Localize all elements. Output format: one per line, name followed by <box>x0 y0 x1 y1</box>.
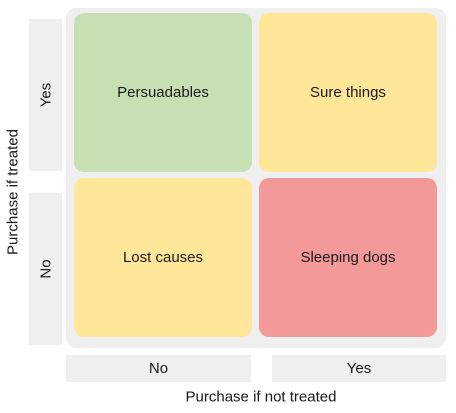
x-axis-tick-label: No <box>148 360 169 377</box>
y-axis-tick-label: No <box>37 259 54 279</box>
quadrant-label: Sleeping dogs <box>300 249 396 266</box>
quadrant-persuadables: Persuadables <box>74 13 252 172</box>
x-axis-tick-yes: Yes <box>272 355 446 382</box>
y-axis-title: Purchase if treated <box>4 129 22 255</box>
quadrant-sleeping-dogs: Sleeping dogs <box>259 178 437 337</box>
quadrant-label: Sure things <box>310 84 386 101</box>
quadrant-sure-things: Sure things <box>259 13 437 172</box>
y-axis-tick-label: Yes <box>37 82 54 108</box>
x-axis-title: Purchase if not treated <box>185 388 337 406</box>
x-axis-tick-no: No <box>66 355 251 382</box>
quadrant-label: Persuadables <box>117 84 209 101</box>
quadrant-label: Lost causes <box>122 249 204 266</box>
x-axis-tick-label: Yes <box>346 360 372 377</box>
y-axis-tick-no: No <box>29 193 62 345</box>
quadrant-lost-causes: Lost causes <box>74 178 252 337</box>
y-axis-tick-yes: Yes <box>29 19 62 171</box>
